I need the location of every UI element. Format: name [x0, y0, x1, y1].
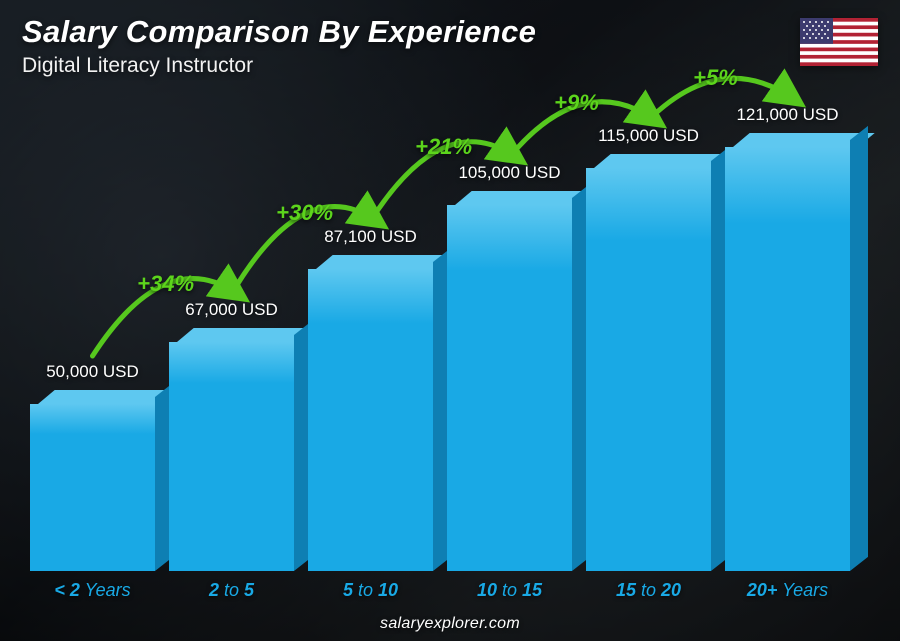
- x-label: 15 to 20: [586, 580, 711, 601]
- bar-col-5: 121,000 USD: [725, 105, 850, 571]
- x-label: < 2 Years: [30, 580, 155, 601]
- bar-col-4: 115,000 USD: [586, 126, 711, 571]
- bar-value-label: 115,000 USD: [598, 126, 699, 146]
- source-label: salaryexplorer.com: [0, 615, 900, 633]
- x-label: 10 to 15: [447, 580, 572, 601]
- bar: [725, 133, 850, 571]
- bar-col-1: 67,000 USD: [169, 300, 294, 571]
- us-flag-icon: [800, 18, 878, 66]
- bar-value-label: 50,000 USD: [46, 362, 139, 382]
- bar-value-label: 67,000 USD: [185, 300, 278, 320]
- bar: [308, 255, 433, 571]
- bar-col-3: 105,000 USD: [447, 163, 572, 571]
- title-block: Salary Comparison By Experience Digital …: [22, 14, 536, 78]
- growth-label: +30%: [276, 200, 333, 226]
- chart-subtitle: Digital Literacy Instructor: [22, 54, 536, 78]
- bar: [447, 191, 572, 571]
- growth-label: +5%: [693, 65, 738, 91]
- bar-value-label: 121,000 USD: [736, 105, 838, 125]
- x-label: 20+ Years: [725, 580, 850, 601]
- growth-label: +34%: [137, 271, 194, 297]
- chart-area: 50,000 USD 67,000 USD 87,100 USD 105,000 US…: [30, 100, 850, 601]
- chart-title: Salary Comparison By Experience: [22, 14, 536, 50]
- growth-label: +9%: [554, 90, 599, 116]
- bar-value-label: 105,000 USD: [458, 163, 560, 183]
- bars-group: 50,000 USD 67,000 USD 87,100 USD 105,000 US…: [30, 100, 850, 571]
- bar-col-2: 87,100 USD: [308, 227, 433, 571]
- chart-container: Salary Comparison By Experience Digital …: [0, 0, 900, 641]
- bar-col-0: 50,000 USD: [30, 362, 155, 571]
- bar: [169, 328, 294, 571]
- x-labels-group: < 2 Years 2 to 5 5 to 10 10 to 15 15 to 20 20…: [30, 580, 850, 601]
- bar: [30, 390, 155, 571]
- x-label: 5 to 10: [308, 580, 433, 601]
- x-label: 2 to 5: [169, 580, 294, 601]
- growth-label: +21%: [415, 134, 472, 160]
- bar-value-label: 87,100 USD: [324, 227, 417, 247]
- bar: [586, 154, 711, 571]
